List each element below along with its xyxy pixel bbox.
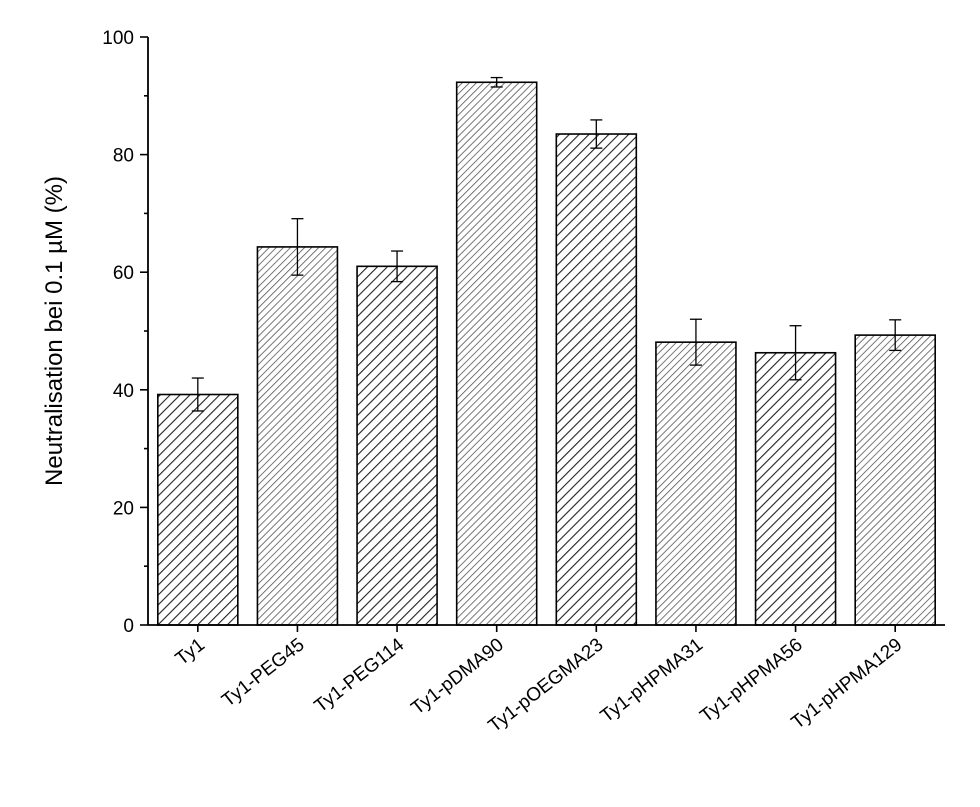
y-tick-label: 60	[113, 263, 134, 284]
bars-layer	[158, 82, 935, 625]
bar-ty1-poegma23	[556, 134, 636, 625]
x-tick-label: Ty1-pDMA90	[407, 634, 507, 719]
x-tick-label: Ty1-PEG45	[218, 634, 308, 711]
x-tick-label: Ty1-pHPMA56	[696, 634, 806, 727]
bar-ty1-peg114	[357, 266, 437, 625]
bar-ty1-phpma56	[756, 353, 836, 625]
y-tick-label: 40	[113, 381, 134, 402]
y-tick-label: 0	[123, 616, 134, 637]
x-tick-label: Ty1	[172, 634, 209, 669]
x-tick-label: Ty1-pHPMA129	[788, 634, 907, 733]
bar-ty1-phpma129	[855, 335, 935, 625]
bar-ty1-peg45	[257, 247, 337, 625]
y-tick-label: 100	[102, 28, 134, 49]
y-axis-label: Neutralisation bei 0.1 µM (%)	[41, 176, 68, 486]
bar-ty1	[158, 395, 238, 625]
bar-ty1-pdma90	[457, 82, 537, 625]
y-tick-label: 80	[113, 146, 134, 167]
bar-ty1-phpma31	[656, 342, 736, 625]
y-tick-label: 20	[113, 498, 134, 519]
x-tick-label: Ty1-PEG114	[311, 634, 409, 717]
x-tick-label: Ty1-pHPMA31	[597, 634, 707, 727]
